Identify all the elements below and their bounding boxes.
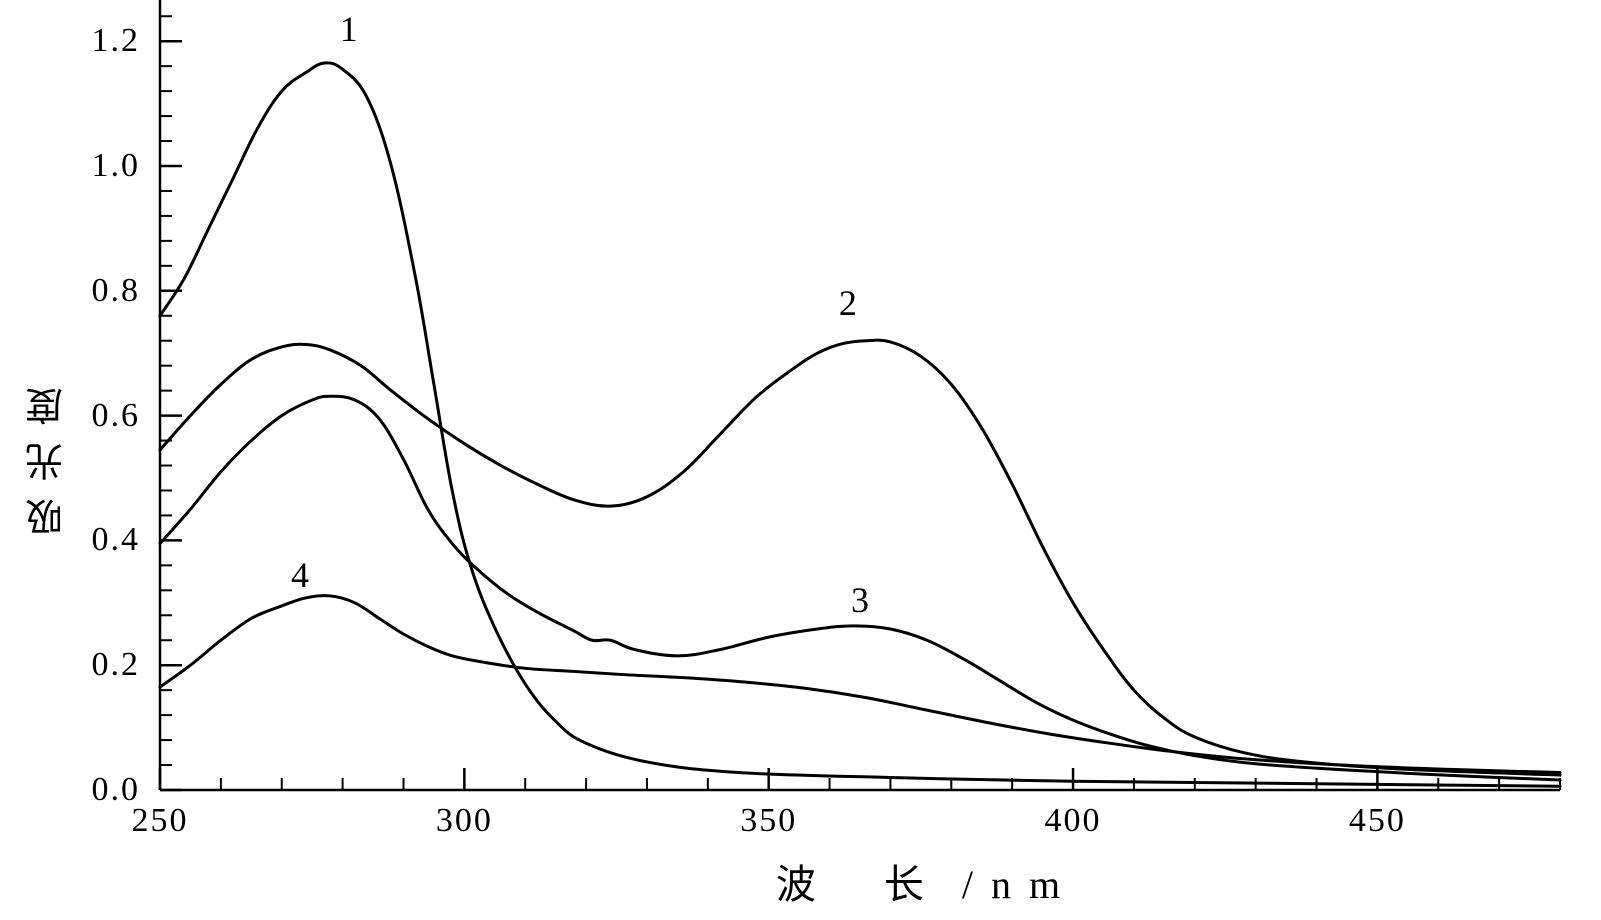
- series-label-4: 4: [291, 554, 309, 596]
- xtick-label: 450: [1349, 802, 1406, 840]
- series-label-1: 1: [340, 8, 358, 50]
- series-2: [160, 340, 1560, 775]
- xtick-label: 300: [436, 802, 493, 840]
- ytick-label: 0.8: [92, 272, 141, 310]
- xtick-label: 250: [132, 802, 189, 840]
- series-1: [160, 63, 1560, 786]
- absorbance-chart: 吸 光 度 波 长 / n m 0.00.20.40.60.81.01.2250…: [0, 0, 1601, 920]
- x-axis-label: 波 长 / n m: [776, 852, 1064, 910]
- xtick-label: 350: [740, 802, 797, 840]
- y-axis-label: 吸 光 度: [21, 384, 76, 537]
- ytick-label: 1.2: [92, 22, 141, 60]
- series-4: [160, 596, 1560, 773]
- ytick-label: 0.2: [92, 646, 141, 684]
- xtick-label: 400: [1045, 802, 1102, 840]
- ytick-label: 0.6: [92, 397, 141, 435]
- ytick-label: 1.0: [92, 147, 141, 185]
- x-axis-label-unit: / n m: [962, 862, 1064, 907]
- series-label-3: 3: [851, 579, 869, 621]
- series-label-2: 2: [839, 282, 857, 324]
- chart-svg: [0, 0, 1601, 920]
- ytick-label: 0.4: [92, 521, 141, 559]
- x-axis-label-main: 波 长: [776, 862, 938, 907]
